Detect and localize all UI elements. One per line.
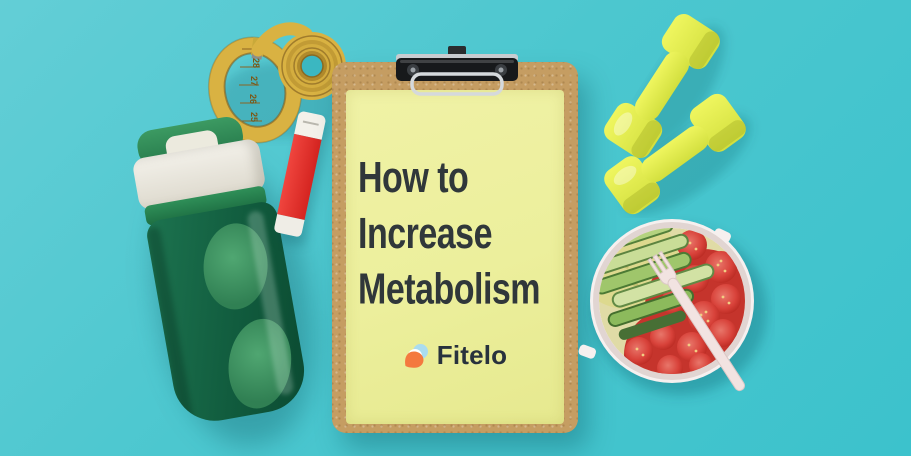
measuring-tape: 28 27 26 25 xyxy=(207,22,346,144)
dumbbell-left xyxy=(604,13,726,159)
dumbbells xyxy=(604,13,752,215)
clipboard-clip xyxy=(396,46,518,96)
tape-markings: 28 27 26 25 xyxy=(239,48,262,122)
cucumber-spear xyxy=(599,233,689,275)
water-bottle xyxy=(127,110,315,429)
bowl-handle-left xyxy=(578,344,597,359)
clip-hinge-pin xyxy=(498,67,504,73)
tape-number: 28 xyxy=(251,58,261,68)
fitelo-droplet-icon xyxy=(404,343,428,368)
tomato xyxy=(650,324,676,350)
page-title: How to Increase Metabolism xyxy=(358,150,568,318)
tomato xyxy=(625,337,653,365)
bottle-edge-shade xyxy=(145,226,194,422)
tomato-seeds xyxy=(635,241,731,357)
clip-sheen xyxy=(400,60,514,63)
salad xyxy=(599,228,745,374)
clip-wire-handle xyxy=(410,72,504,96)
salad-bowl xyxy=(578,219,767,395)
fork xyxy=(647,250,745,392)
logo-text: Fitelo xyxy=(436,339,508,370)
tape-coil xyxy=(278,32,346,100)
clipboard-paper xyxy=(346,90,564,424)
tomato xyxy=(657,355,683,374)
cucumber-spear xyxy=(618,310,686,340)
tape-number: 27 xyxy=(249,76,259,86)
tomato xyxy=(711,284,741,314)
title-line-2: Increase xyxy=(358,209,493,258)
title-line-3: Metabolism xyxy=(358,265,541,314)
tape-number: 25 xyxy=(249,112,259,122)
title-line-1: How to xyxy=(358,153,469,203)
dumbbell-right xyxy=(604,93,752,215)
clip-tab xyxy=(448,46,466,56)
brand-logo: Fitelo xyxy=(346,338,564,372)
dumbbell-handle xyxy=(641,125,709,183)
cucumber-spear xyxy=(607,288,695,327)
dumbbell-handle xyxy=(635,51,689,121)
tape-band xyxy=(251,22,313,57)
clip-hinge-pin xyxy=(410,67,416,73)
tape-number: 26 xyxy=(248,94,258,104)
